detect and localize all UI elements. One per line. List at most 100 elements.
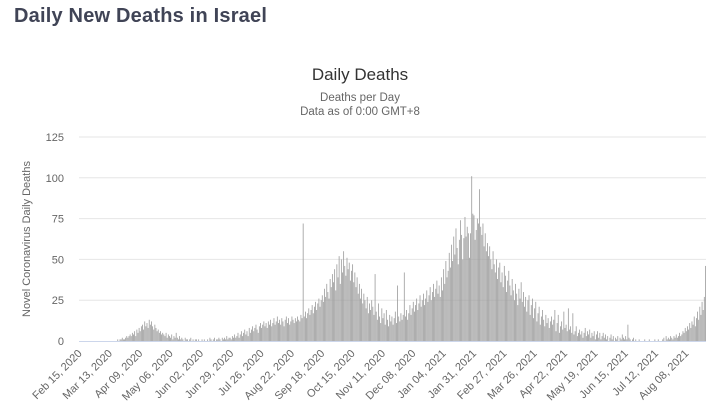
bar[interactable] [375,311,377,341]
bar[interactable] [580,334,582,341]
bar[interactable] [156,331,158,341]
bar[interactable] [433,283,434,341]
bar[interactable] [405,316,406,341]
bar[interactable] [411,308,413,341]
bar[interactable] [526,311,528,341]
bar[interactable] [524,306,525,341]
bar[interactable] [484,233,486,341]
bar[interactable] [293,323,295,341]
bar[interactable] [571,332,573,341]
bar[interactable] [345,275,347,341]
bar[interactable] [410,314,412,341]
bar[interactable] [314,306,315,341]
bar[interactable] [452,261,454,341]
bar[interactable] [529,314,531,341]
bar[interactable] [124,339,125,341]
bar[interactable] [691,321,693,341]
bar[interactable] [301,318,303,341]
bar[interactable] [684,327,686,341]
bar[interactable] [126,336,128,341]
bar[interactable] [139,331,141,341]
bar[interactable] [276,316,278,341]
bar[interactable] [339,283,341,341]
bar[interactable] [231,336,233,341]
bar[interactable] [352,264,354,341]
bar[interactable] [567,308,569,341]
bar[interactable] [275,321,277,341]
bar[interactable] [174,337,176,341]
bar[interactable] [582,337,584,341]
bar[interactable] [399,321,401,341]
bar[interactable] [462,259,464,341]
bar[interactable] [474,239,476,341]
bar[interactable] [493,264,495,341]
bar[interactable] [578,332,579,341]
bar[interactable] [619,337,621,341]
bar[interactable] [226,336,228,341]
bar[interactable] [515,283,516,341]
bar[interactable] [264,326,266,341]
bar[interactable] [344,265,346,341]
bar[interactable] [621,334,623,341]
bar[interactable] [356,277,358,341]
bar[interactable] [557,314,559,341]
bar[interactable] [536,321,538,341]
bar[interactable] [431,292,433,341]
bar[interactable] [563,311,565,341]
bar[interactable] [633,337,634,341]
bar[interactable] [516,293,518,341]
bar[interactable] [371,300,373,341]
bar[interactable] [518,288,520,341]
bar[interactable] [362,303,364,341]
bar[interactable] [225,339,227,341]
bar[interactable] [447,270,449,341]
bar[interactable] [333,282,334,341]
bar[interactable] [327,292,329,341]
bar[interactable] [378,303,379,341]
bar[interactable] [693,316,695,341]
bar[interactable] [699,306,701,341]
bar[interactable] [471,176,473,341]
bar[interactable] [480,226,482,341]
bar[interactable] [543,319,545,341]
bar[interactable] [503,265,505,341]
bar[interactable] [122,339,124,341]
bar[interactable] [409,305,411,341]
bar[interactable] [509,285,511,341]
bar[interactable] [280,324,282,341]
bar[interactable] [506,292,507,341]
bar[interactable] [129,334,131,341]
bar[interactable] [490,259,492,341]
bar[interactable] [355,287,357,341]
bar[interactable] [316,309,318,341]
bar[interactable] [603,337,605,341]
bar[interactable] [136,329,138,341]
bar[interactable] [692,324,694,341]
bar[interactable] [120,339,122,341]
bar[interactable] [221,337,223,341]
bar[interactable] [360,298,361,341]
bar[interactable] [282,321,284,341]
bar[interactable] [337,277,339,341]
bar[interactable] [596,334,597,341]
bar[interactable] [688,329,689,341]
bar[interactable] [573,334,575,341]
bar[interactable] [260,323,261,341]
bar[interactable] [511,278,513,341]
bar[interactable] [380,323,382,341]
bar[interactable] [514,300,515,341]
bar[interactable] [548,327,550,341]
bar[interactable] [353,282,355,341]
bar[interactable] [181,337,183,341]
bar[interactable] [443,269,445,341]
bar[interactable] [326,283,328,341]
bar[interactable] [146,323,148,341]
bar[interactable] [473,215,475,341]
bar[interactable] [398,316,400,341]
bar[interactable] [130,336,132,341]
bar[interactable] [134,331,136,341]
bar[interactable] [294,318,296,341]
bar[interactable] [457,264,459,341]
bar[interactable] [369,303,370,341]
bar[interactable] [242,336,243,341]
